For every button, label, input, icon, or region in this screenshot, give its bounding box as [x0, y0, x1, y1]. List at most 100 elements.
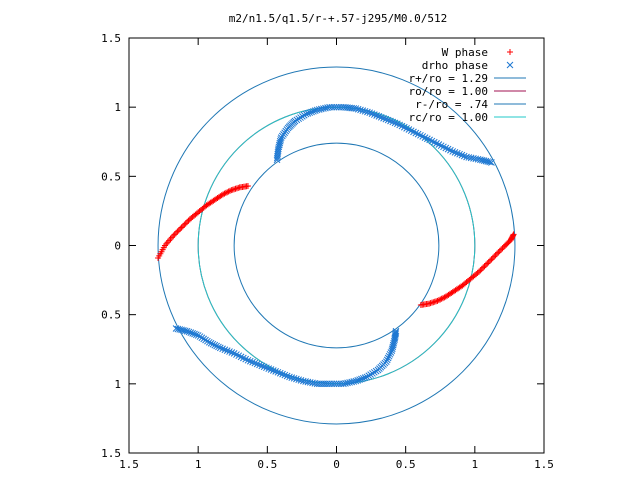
data-point	[220, 191, 227, 198]
data-point	[385, 352, 393, 360]
legend-label: rc/ro = 1.00	[409, 111, 488, 124]
legend-label: drho phase	[422, 59, 488, 72]
reference-circle-1	[197, 106, 476, 385]
data-point	[485, 259, 492, 266]
y-tick-label: 0.5	[101, 170, 121, 183]
data-point	[181, 327, 189, 335]
data-point	[384, 116, 392, 124]
data-point	[370, 111, 378, 118]
data-point	[173, 230, 180, 237]
x-tick-label: 1.5	[119, 458, 139, 471]
data-point	[207, 339, 215, 347]
data-point	[440, 295, 447, 302]
data-point	[377, 113, 385, 121]
reference-circle-2	[233, 142, 440, 349]
data-point	[246, 357, 254, 365]
data-point	[449, 148, 457, 155]
y-tick-label: 1	[114, 378, 121, 391]
data-point	[451, 149, 459, 156]
data-point	[171, 231, 178, 238]
data-point	[492, 252, 499, 259]
data-point	[481, 263, 488, 270]
y-tick-label: 0.5	[101, 309, 121, 322]
series-1	[172, 103, 495, 388]
data-point	[474, 269, 481, 276]
data-point	[187, 329, 195, 337]
data-point	[354, 377, 362, 384]
data-point	[192, 331, 200, 339]
data-point	[356, 376, 363, 384]
data-point	[382, 115, 390, 123]
data-point	[211, 341, 219, 349]
reference-circle-0	[157, 66, 516, 425]
data-point	[375, 113, 383, 120]
data-point	[437, 296, 444, 303]
data-point	[491, 253, 498, 260]
data-point	[219, 345, 226, 353]
chart-title: m2/n1.5/q1.5/r-+.57-j295/M0.0/512	[229, 12, 448, 25]
data-point	[498, 246, 505, 253]
data-point	[453, 149, 461, 157]
data-point	[368, 110, 376, 117]
data-point	[380, 114, 387, 122]
legend-label: W phase	[442, 46, 488, 59]
data-point	[389, 118, 397, 126]
data-point	[249, 358, 256, 366]
data-point	[474, 155, 482, 163]
legend-label: r-/ro = .74	[415, 98, 488, 111]
data-point	[279, 370, 286, 378]
data-point	[179, 223, 186, 230]
legend-marker-sample	[506, 61, 514, 69]
data-point	[361, 107, 369, 115]
data-point	[290, 374, 298, 382]
y-tick-label: 1.5	[101, 447, 121, 460]
data-point	[496, 248, 503, 255]
data-point	[357, 106, 364, 114]
data-point	[310, 107, 317, 115]
data-point	[306, 109, 314, 117]
series-0	[155, 183, 517, 308]
reference-circle-3	[197, 106, 476, 385]
data-point	[178, 224, 185, 231]
data-point	[274, 368, 282, 376]
data-point	[256, 361, 263, 369]
data-point	[478, 266, 485, 273]
data-point	[342, 380, 349, 387]
x-tick-label: 0.5	[396, 458, 416, 471]
data-point	[340, 380, 347, 388]
data-point	[182, 220, 189, 227]
data-point	[221, 346, 229, 354]
data-point	[317, 105, 325, 113]
data-point	[258, 362, 266, 370]
y-tick-label: 1.5	[101, 32, 121, 45]
data-point	[295, 376, 303, 384]
data-point	[493, 250, 500, 257]
data-point	[269, 367, 277, 374]
data-point	[189, 329, 196, 337]
x-tick-label: 0.5	[257, 458, 277, 471]
data-point	[359, 107, 367, 114]
data-point	[495, 249, 502, 256]
data-point	[315, 106, 323, 113]
legend-label: ro/ro = 1.00	[409, 85, 488, 98]
data-point	[354, 105, 362, 113]
data-point	[215, 343, 222, 351]
data-point	[286, 373, 293, 381]
x-tick-label: 1	[195, 458, 202, 471]
data-point	[175, 227, 182, 234]
data-point	[281, 371, 289, 379]
data-series	[155, 103, 517, 388]
data-point	[499, 245, 506, 252]
data-point	[181, 221, 188, 228]
data-point	[205, 338, 213, 346]
data-point	[213, 342, 220, 350]
legend-marker-sample	[507, 49, 513, 55]
data-point	[277, 136, 285, 143]
data-point	[383, 356, 391, 364]
data-point	[253, 360, 261, 368]
data-point	[352, 377, 360, 385]
data-point	[487, 257, 494, 264]
data-point	[183, 327, 191, 335]
data-point	[311, 107, 319, 114]
